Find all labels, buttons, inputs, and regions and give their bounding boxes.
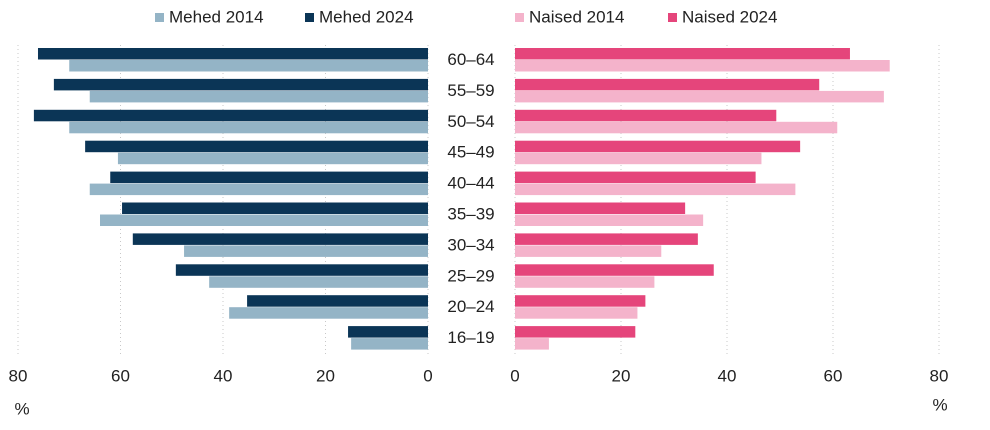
bar [515,276,655,288]
bar [132,233,429,245]
bar [33,109,428,122]
bar [515,214,704,226]
x-tick-label: 60 [111,366,130,385]
bar [110,171,428,184]
category-label: 40–44 [447,174,494,193]
x-tick-label: 40 [214,366,233,385]
x-tick-label: 40 [718,366,737,385]
bar [515,109,777,122]
legend-swatch [668,13,677,22]
bar [89,183,428,196]
x-axis-label: % [14,399,29,418]
category-label: 30–34 [447,235,494,254]
bar [348,326,428,338]
bar [85,140,428,153]
bar [100,214,428,226]
x-tick-label: 0 [510,366,519,385]
bar [117,152,428,165]
legend-swatch [515,13,524,22]
bar [69,60,428,72]
bar [53,78,428,91]
bar [515,264,714,276]
bar [515,233,698,245]
bar [515,152,762,165]
bar [209,276,428,288]
x-tick-label: 60 [824,366,843,385]
legend-swatch [155,13,164,22]
category-label: 35–39 [447,204,494,223]
category-label: 50–54 [447,112,494,131]
bar [515,121,838,134]
bar [37,48,429,60]
x-tick-label: 80 [9,366,28,385]
bar [89,90,428,103]
bar [351,338,428,350]
category-label: 20–24 [447,297,494,316]
legend-label: Mehed 2024 [319,7,414,26]
bar [69,121,428,134]
bar [184,245,428,257]
bar [515,338,549,350]
bar [515,171,756,184]
x-tick-label: 0 [423,366,432,385]
bar [515,307,638,319]
x-tick-label: 20 [316,366,335,385]
bar [175,264,428,276]
bar [515,326,636,338]
bar [247,295,428,307]
x-axis-label: % [932,395,947,414]
category-label: 25–29 [447,266,494,285]
x-tick-label: 80 [930,366,949,385]
legend-label: Naised 2014 [529,7,624,26]
category-label: 45–49 [447,143,494,162]
legend-label: Mehed 2014 [169,7,264,26]
legend-swatch [305,13,314,22]
bar [515,78,820,91]
bar [515,140,801,153]
bar [515,245,662,257]
bar [515,90,884,103]
category-label: 16–19 [447,328,494,347]
category-label: 55–59 [447,81,494,100]
bar [229,307,428,319]
bar [515,48,850,60]
x-tick-label: 20 [612,366,631,385]
bar [515,60,890,72]
bar [515,295,646,307]
category-label: 60–64 [447,50,494,69]
bar [515,183,796,196]
bar [122,202,428,214]
bar [515,202,686,214]
legend-label: Naised 2024 [682,7,777,26]
